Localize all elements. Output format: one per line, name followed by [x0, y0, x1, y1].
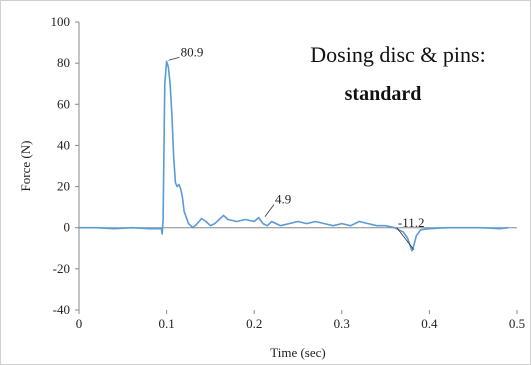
- y-tick-label: 0: [64, 220, 71, 235]
- y-axis-label: Force (N): [18, 141, 33, 192]
- annotation-leader: [264, 204, 275, 217]
- x-tick-label: 0: [76, 316, 83, 331]
- y-tick-label: -40: [53, 302, 70, 317]
- x-axis-ticks: 0 0.1 0.2 0.3 0.4 0.5: [76, 310, 525, 331]
- y-tick-label: 100: [51, 14, 71, 29]
- y-tick-label: 80: [57, 55, 70, 70]
- series-line-force: [79, 60, 509, 252]
- chart-subtitle: standard: [345, 83, 422, 105]
- x-tick-label: 0.3: [334, 316, 350, 331]
- y-tick-label: 60: [57, 96, 70, 111]
- x-tick-label: 0.5: [509, 316, 525, 331]
- annotation-label: 4.9: [275, 192, 291, 207]
- x-tick-label: 0.4: [421, 316, 438, 331]
- x-tick-label: 0.1: [158, 316, 174, 331]
- annotations: 80.9 4.9 -11.2: [168, 44, 425, 250]
- y-tick-label: 40: [57, 137, 70, 152]
- annotation-leader: [168, 56, 180, 61]
- annotation-label: -11.2: [398, 215, 425, 230]
- y-tick-label: -20: [53, 261, 70, 276]
- annotation-label: 80.9: [181, 44, 204, 59]
- y-axis-ticks: 100 80 60 40 20 0 -20 -40: [51, 14, 79, 317]
- x-tick-label: 0.2: [246, 316, 262, 331]
- y-tick-label: 20: [57, 179, 70, 194]
- annotation-leader: [396, 227, 415, 250]
- x-axis-label: Time (sec): [270, 345, 326, 360]
- chart-title: Dosing disc & pins:: [310, 42, 485, 67]
